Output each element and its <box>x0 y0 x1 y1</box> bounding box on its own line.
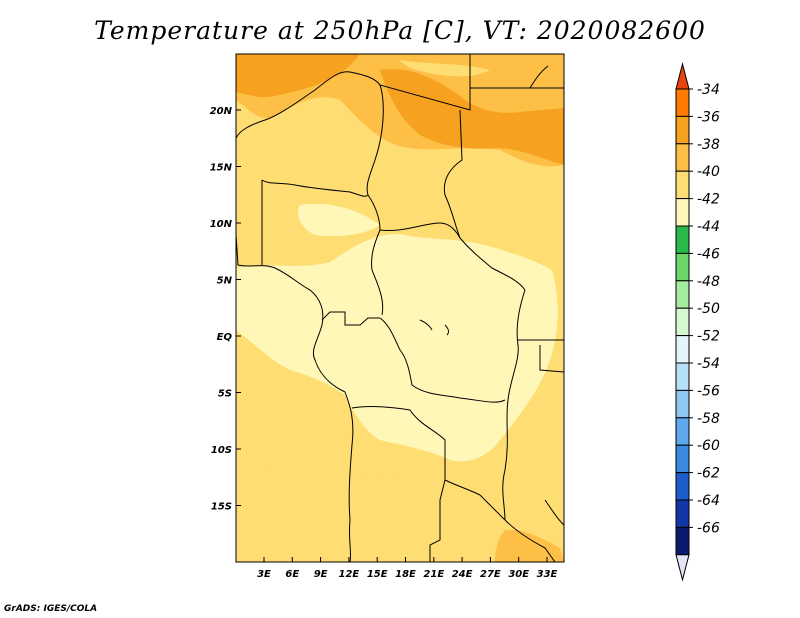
colorbar-swatch <box>675 88 690 117</box>
lat-tick-label: 15N <box>210 163 233 174</box>
lon-tick-label: 15E <box>367 569 388 580</box>
colorbar-label: -48 <box>697 274 720 290</box>
temperature-field <box>236 54 564 562</box>
coastline-northwest <box>236 71 384 196</box>
colorbar-label: -52 <box>697 329 720 345</box>
coastline-red-sea <box>529 65 549 89</box>
coastline-atlantic <box>236 234 354 562</box>
colorbar-label: -54 <box>697 356 720 372</box>
colorbar-swatch <box>675 417 690 446</box>
colorbar-label: -50 <box>697 301 720 317</box>
lon-tick-label: 21E <box>423 569 444 580</box>
lat-tick-label: 10S <box>211 445 232 456</box>
latitude-axis: 20N 15N 10N 5N EQ 5S 10S 15S <box>210 106 241 513</box>
border-drc-north <box>379 317 506 403</box>
colorbar-swatch <box>675 335 690 364</box>
border-mozambique <box>504 519 556 562</box>
lon-tick-label: 18E <box>395 569 416 580</box>
lon-tick-label: 9E <box>314 569 328 580</box>
border-chad-sudan <box>443 109 463 239</box>
colorbar-label: -56 <box>697 383 720 399</box>
colorbar-label: -58 <box>697 411 720 427</box>
colorbar-swatch <box>675 444 690 474</box>
lon-tick-label: 12E <box>339 569 360 580</box>
lon-tick-label: 27E <box>480 569 501 580</box>
lat-tick-label: 20N <box>210 106 233 117</box>
colorbar-swatch <box>675 389 690 419</box>
lon-tick-label: 30E <box>508 569 529 580</box>
map-frame <box>235 53 565 563</box>
map-title: Temperature at 250hPa [C], VT: 202008260… <box>94 16 706 45</box>
colorbar-label: -66 <box>697 520 720 536</box>
colorbar: -34 -36 -38 -40 -42 -44 -46 -48 -50 -52 -54 -56 -58 -… <box>675 62 720 582</box>
colorbar-swatch <box>675 115 690 145</box>
colorbar-swatch <box>675 198 690 227</box>
colorbar-bottom-arrow <box>675 554 690 582</box>
colorbar-label: -46 <box>697 246 720 262</box>
colorbar-swatch <box>675 307 690 337</box>
colorbar-swatch <box>675 280 690 309</box>
lat-tick-label: 10N <box>210 219 233 230</box>
field-core-northwest <box>236 54 360 98</box>
colorbar-label: -36 <box>697 109 720 125</box>
field-core-northeast <box>380 69 564 165</box>
colorbar-label: -64 <box>697 493 720 509</box>
colorbar-swatch <box>675 170 690 200</box>
border-tanzania <box>539 345 564 373</box>
lat-tick-label: 5N <box>217 276 233 287</box>
colorbar-swatch <box>675 499 690 528</box>
country-borders <box>236 54 564 562</box>
border-malawi <box>544 499 564 526</box>
colorbar-swatch <box>675 472 690 501</box>
colorbar-label: -62 <box>697 466 720 482</box>
colorbar-top-arrow <box>675 62 690 90</box>
colorbar-label: -38 <box>697 137 720 153</box>
colorbar-label: -34 <box>697 82 720 98</box>
border-car-south <box>379 222 526 291</box>
border-gabon-congo <box>321 311 380 326</box>
colorbar-label: -60 <box>697 438 720 454</box>
lon-tick-label: 24E <box>452 569 473 580</box>
lon-tick-label: 3E <box>257 569 271 580</box>
field-patch-west <box>298 203 380 237</box>
rift-lakes-border <box>502 289 526 521</box>
lon-tick-label: 6E <box>285 569 299 580</box>
colorbar-label: -40 <box>697 164 720 180</box>
colorbar-label: -42 <box>697 192 720 208</box>
lon-tick-label: 33E <box>537 569 558 580</box>
colorbar-swatch <box>675 252 690 282</box>
lat-tick-label: EQ <box>217 332 233 343</box>
field-cool-central <box>236 234 558 462</box>
grads-credit: GrADS: IGES/COLA <box>4 604 98 614</box>
colorbar-swatch <box>675 362 690 391</box>
colorbar-swatch <box>675 526 690 556</box>
border-cameroon-car <box>367 194 384 316</box>
longitude-axis: 3E 6E 9E 12E 15E 18E 21E 24E 27E 30E 33E <box>257 557 558 580</box>
lat-tick-label: 5S <box>218 389 232 400</box>
border-angola <box>351 406 506 521</box>
colorbar-swatch <box>675 143 690 172</box>
border-zambia-west <box>429 479 446 562</box>
lake-fragments <box>419 319 449 336</box>
border-niger-nigeria <box>261 179 369 197</box>
colorbar-label: -44 <box>697 219 720 235</box>
field-patch-north <box>400 60 490 77</box>
lat-tick-label: 15S <box>211 502 232 513</box>
colorbar-swatch <box>675 225 690 254</box>
field-south-warm <box>495 529 564 562</box>
border-libya-chad <box>379 54 471 111</box>
field-south-band <box>236 468 564 562</box>
